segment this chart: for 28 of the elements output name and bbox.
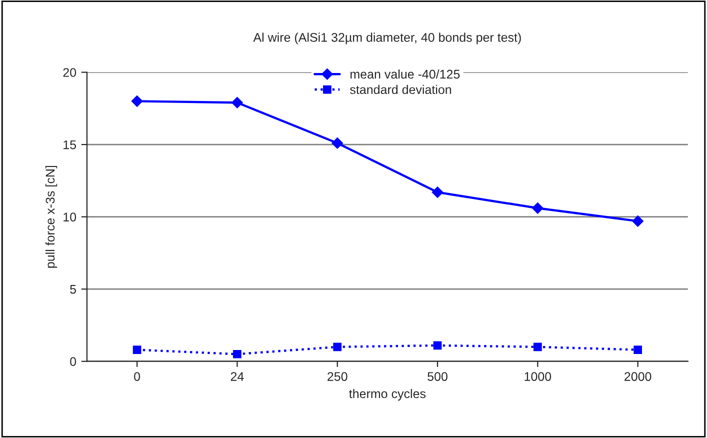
point (132, 346, 142, 354)
point (232, 97, 243, 108)
y-tick-label: 15 (64, 140, 76, 150)
x-tick-label: 2000 (624, 372, 652, 381)
point (433, 341, 442, 350)
chart-title: Al wire (AlSi1 32µm diameter, 40 bonds per test) (253, 32, 521, 44)
y-tick-label: 10 (64, 212, 76, 222)
x-tick-label: 24 (230, 372, 244, 381)
x-axis-title: thermo cycles (349, 388, 426, 401)
point (632, 216, 644, 227)
point (534, 342, 542, 352)
point (532, 202, 544, 214)
point (333, 342, 342, 352)
point (131, 96, 143, 107)
y-tick-label: 20 (63, 68, 76, 77)
x-tick-label: 500 (428, 372, 448, 381)
point (233, 350, 242, 358)
legend-label: standard deviation (350, 84, 452, 94)
point (332, 137, 343, 149)
y-tick-label: 5 (70, 285, 76, 294)
x-tick-label: 250 (328, 372, 348, 381)
x-tick-label: 1000 (524, 372, 552, 381)
y-tick-label: 0 (70, 357, 76, 366)
x-tick-label: 0 (134, 372, 140, 381)
point (634, 346, 642, 354)
y-axis-title: pull force x-3s [cN] (45, 166, 58, 268)
legend-label: mean value -40/125 (350, 69, 460, 79)
point (432, 186, 444, 198)
